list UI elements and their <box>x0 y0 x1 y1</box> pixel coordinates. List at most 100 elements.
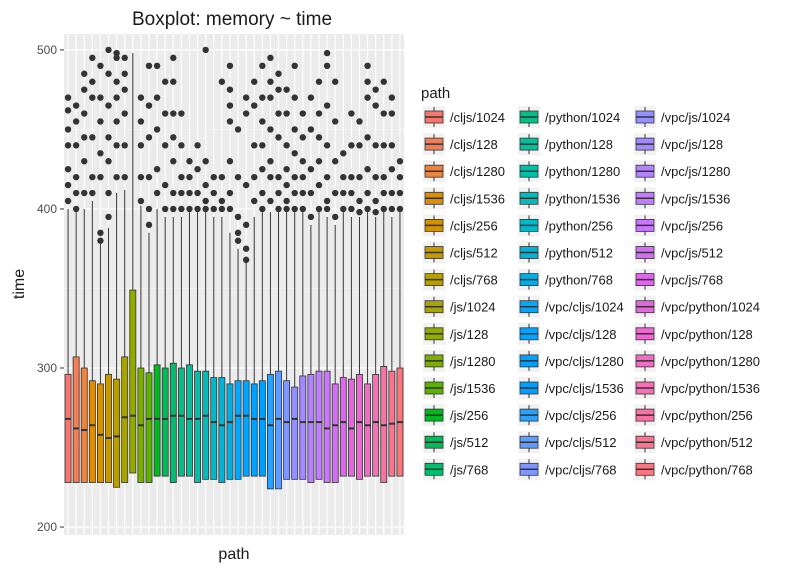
box-/js/512 <box>161 78 169 477</box>
outlier-point <box>380 205 387 213</box>
outlier-point <box>259 205 266 213</box>
box-body <box>96 383 104 483</box>
legend-item: /cljs/1536 <box>423 187 505 210</box>
legend-label: /python/512 <box>545 246 613 261</box>
legend-label: /vpc/python/256 <box>661 408 753 423</box>
box-body <box>218 377 226 483</box>
box-body <box>339 377 347 477</box>
outlier-point <box>259 94 266 101</box>
legend-label: /python/1024 <box>545 110 620 125</box>
box-/python/1536 <box>202 46 210 480</box>
outlier-point <box>121 86 128 93</box>
outlier-point <box>218 173 226 181</box>
outlier-point <box>348 110 355 117</box>
outlier-point <box>97 62 104 70</box>
outlier-point <box>356 118 363 125</box>
outlier-point <box>89 78 96 85</box>
outlier-point <box>396 189 404 197</box>
outlier-point <box>194 205 201 213</box>
box-body <box>275 370 282 490</box>
outlier-point <box>113 94 120 101</box>
outlier-point <box>275 86 282 93</box>
outlier-point <box>64 165 72 173</box>
box-/cljs/512 <box>105 46 112 483</box>
outlier-point <box>137 197 145 205</box>
outlier-point <box>145 173 153 181</box>
outlier-point <box>275 70 282 77</box>
outlier-point <box>283 165 290 173</box>
outlier-point <box>194 189 201 197</box>
outlier-point <box>299 205 307 213</box>
y-tick-label: 400 <box>37 202 57 216</box>
legend-label: /vpc/python/128 <box>661 327 753 342</box>
y-tick-label: 300 <box>37 361 57 375</box>
outlier-point <box>145 221 153 229</box>
outlier-point <box>121 142 128 149</box>
outlier-point <box>218 205 226 213</box>
outlier-point <box>97 229 104 237</box>
outlier-point <box>202 197 209 205</box>
legend-item: /vpc/cljs/128 <box>518 322 617 345</box>
outlier-point <box>81 134 88 141</box>
box-/vpc/python/1536 <box>372 86 380 477</box>
legend-label: /cljs/1280 <box>450 164 505 179</box>
outlier-point <box>380 173 387 181</box>
box-body <box>105 373 112 483</box>
legend-item: /vpc/js/1024 <box>634 106 730 128</box>
outlier-point <box>364 62 371 70</box>
outlier-point <box>89 134 96 141</box>
outlier-point <box>72 205 80 213</box>
outlier-point <box>210 189 217 197</box>
legend-item: /js/1536 <box>423 377 496 399</box>
box-body <box>250 383 258 477</box>
outlier-point <box>307 94 315 101</box>
box-/js/1536 <box>145 62 153 483</box>
box-body <box>113 378 121 488</box>
outlier-point <box>372 208 379 216</box>
legend-label: /js/256 <box>450 408 488 423</box>
outlier-point <box>81 86 88 93</box>
legend-item: /python/768 <box>518 268 613 291</box>
outlier-point <box>315 78 323 85</box>
outlier-point <box>121 70 128 77</box>
outlier-point <box>307 213 315 221</box>
legend-item: /vpc/python/1024 <box>634 295 760 318</box>
outlier-point <box>170 78 177 85</box>
outlier-point <box>161 181 169 189</box>
outlier-point <box>186 173 193 181</box>
outlier-point <box>340 173 347 181</box>
legend-item: /python/512 <box>518 241 613 264</box>
legend-item: /vpc/js/256 <box>634 214 723 237</box>
box-body <box>145 372 153 483</box>
outlier-point <box>364 205 371 213</box>
legend-item: /js/512 <box>423 431 488 454</box>
outlier-point <box>89 54 96 62</box>
outlier-point <box>234 237 242 244</box>
outlier-point <box>186 158 193 165</box>
outlier-point <box>396 173 404 181</box>
outlier-point <box>242 110 250 117</box>
outlier-point <box>348 189 355 197</box>
outlier-point <box>275 134 282 141</box>
legend-item: /vpc/python/768 <box>634 458 753 481</box>
outlier-point <box>226 62 234 70</box>
y-axis-label: time <box>11 269 28 299</box>
legend-item: /python/1024 <box>518 106 620 128</box>
outlier-point <box>315 158 323 165</box>
box-body <box>186 364 193 477</box>
outlier-point <box>113 173 120 181</box>
chart-title: Boxplot: memory ~ time <box>132 9 332 30</box>
outlier-point <box>315 181 323 189</box>
box-/js/768 <box>169 54 177 483</box>
box-body <box>80 367 88 483</box>
outlier-point <box>226 118 234 125</box>
box-/vpc/cljs/1280 <box>250 78 258 477</box>
box-/vpc/cljs/768 <box>283 86 291 480</box>
outlier-point <box>161 78 169 85</box>
outlier-point <box>161 110 169 117</box>
legend-label: /python/768 <box>545 273 613 288</box>
outlier-point <box>97 118 104 125</box>
box-body <box>331 383 339 483</box>
outlier-point <box>113 142 120 149</box>
legend-label: /vpc/js/256 <box>661 218 723 233</box>
